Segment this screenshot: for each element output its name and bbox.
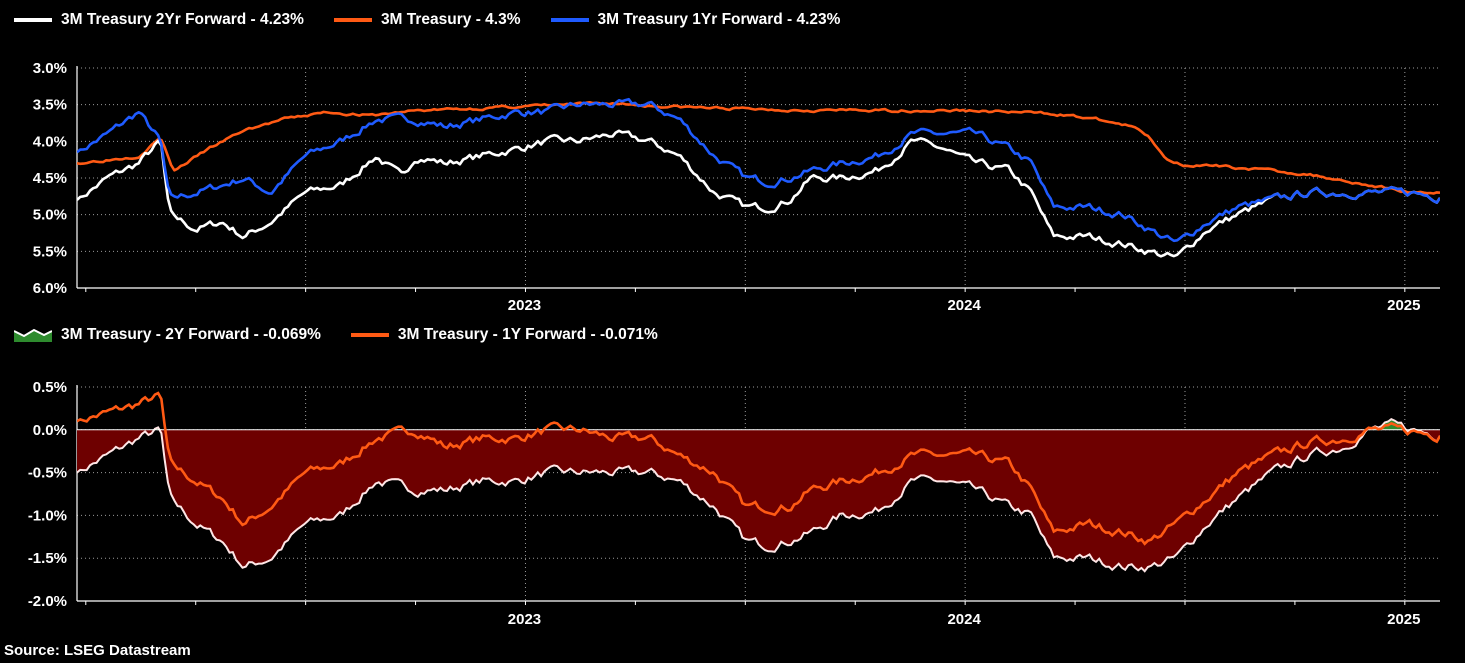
top-x-tick-label-2024: 2024 [947,297,981,314]
line-1yr-forward [77,97,1440,243]
top-y-tick-label: 6.0% [33,280,67,297]
legend-item-2yr-forward: 3M Treasury 2Yr Forward - 4.23% [14,11,304,29]
bottom-y-tick-label: -0.5% [28,465,67,482]
legend-label-2y-forward-spread: 3M Treasury - 2Y Forward - -0.069% [61,326,321,343]
legend-item-1y-forward-spread: 3M Treasury - 1Y Forward - -0.071% [350,326,658,344]
legend-label-3m-treasury: 3M Treasury - 4.3% [380,11,521,28]
top-y-tick-label: 5.0% [33,207,67,224]
bottom-y-tick-label: -1.0% [28,507,67,524]
line-3m-treasury [77,101,1440,195]
bottom-x-tick-label-2023: 2023 [508,611,541,628]
top-y-tick-label: 4.5% [33,170,67,187]
legend-swatch-green-area [14,328,52,342]
top-series-group [77,97,1440,258]
spread-2y-area-positive [77,419,1440,430]
legend-swatch-orange [333,18,372,22]
legend-swatch-blue [550,18,589,22]
bottom-y-tick-label: 0.0% [33,422,67,439]
legend-label-2yr-forward: 3M Treasury 2Yr Forward - 4.23% [61,11,304,28]
top-y-tick-label: 4.0% [33,133,67,150]
legend-bottom: 3M Treasury - 2Y Forward - -0.069% 3M Tr… [14,326,688,344]
legend-swatch-orange-spread [350,333,389,337]
legend-item-2y-forward-spread: 3M Treasury - 2Y Forward - -0.069% [14,326,321,344]
spread-2y-line [77,418,1440,573]
bottom-y-tick-label: -1.5% [28,550,67,567]
line-2yr-forward [77,129,1440,258]
bottom-panel: 0.5% 0.0% -0.5% -1.0% -1.5% -2.0% 2023 2024 2025 [28,379,1440,628]
top-y-tick-label: 3.5% [33,97,67,114]
bottom-y-tick-label: -2.0% [28,593,67,610]
spread-2y-area-fill [77,429,1440,572]
top-y-tick-label: 5.5% [33,243,67,260]
legend-label-1y-forward-spread: 3M Treasury - 1Y Forward - -0.071% [397,326,658,343]
top-x-tick-label-2025: 2025 [1387,297,1420,314]
top-x-tick-label-2023: 2023 [508,297,541,314]
legend-label-1yr-forward: 3M Treasury 1Yr Forward - 4.23% [597,11,841,28]
legend-item-1yr-forward: 3M Treasury 1Yr Forward - 4.23% [550,11,841,29]
bottom-x-tick-label-2025: 2025 [1387,611,1420,628]
spread-1y-line [77,391,1440,546]
legend-item-3m-treasury: 3M Treasury - 4.3% [333,11,521,29]
source-note: Source: LSEG Datastream [4,642,191,659]
legend-top: 3M Treasury 2Yr Forward - 4.23% 3M Treas… [14,11,870,29]
bottom-series-group [77,391,1440,573]
legend-swatch-white [14,18,52,22]
top-panel: 3.0% 3.5% 4.0% 4.5% 5.0% 5.5% 6.0% 2023 2024 2025 [33,60,1440,314]
top-y-tick-label: 3.0% [33,60,67,77]
bottom-x-tick-label-2024: 2024 [947,611,981,628]
bottom-y-tick-label: 0.5% [33,379,67,396]
